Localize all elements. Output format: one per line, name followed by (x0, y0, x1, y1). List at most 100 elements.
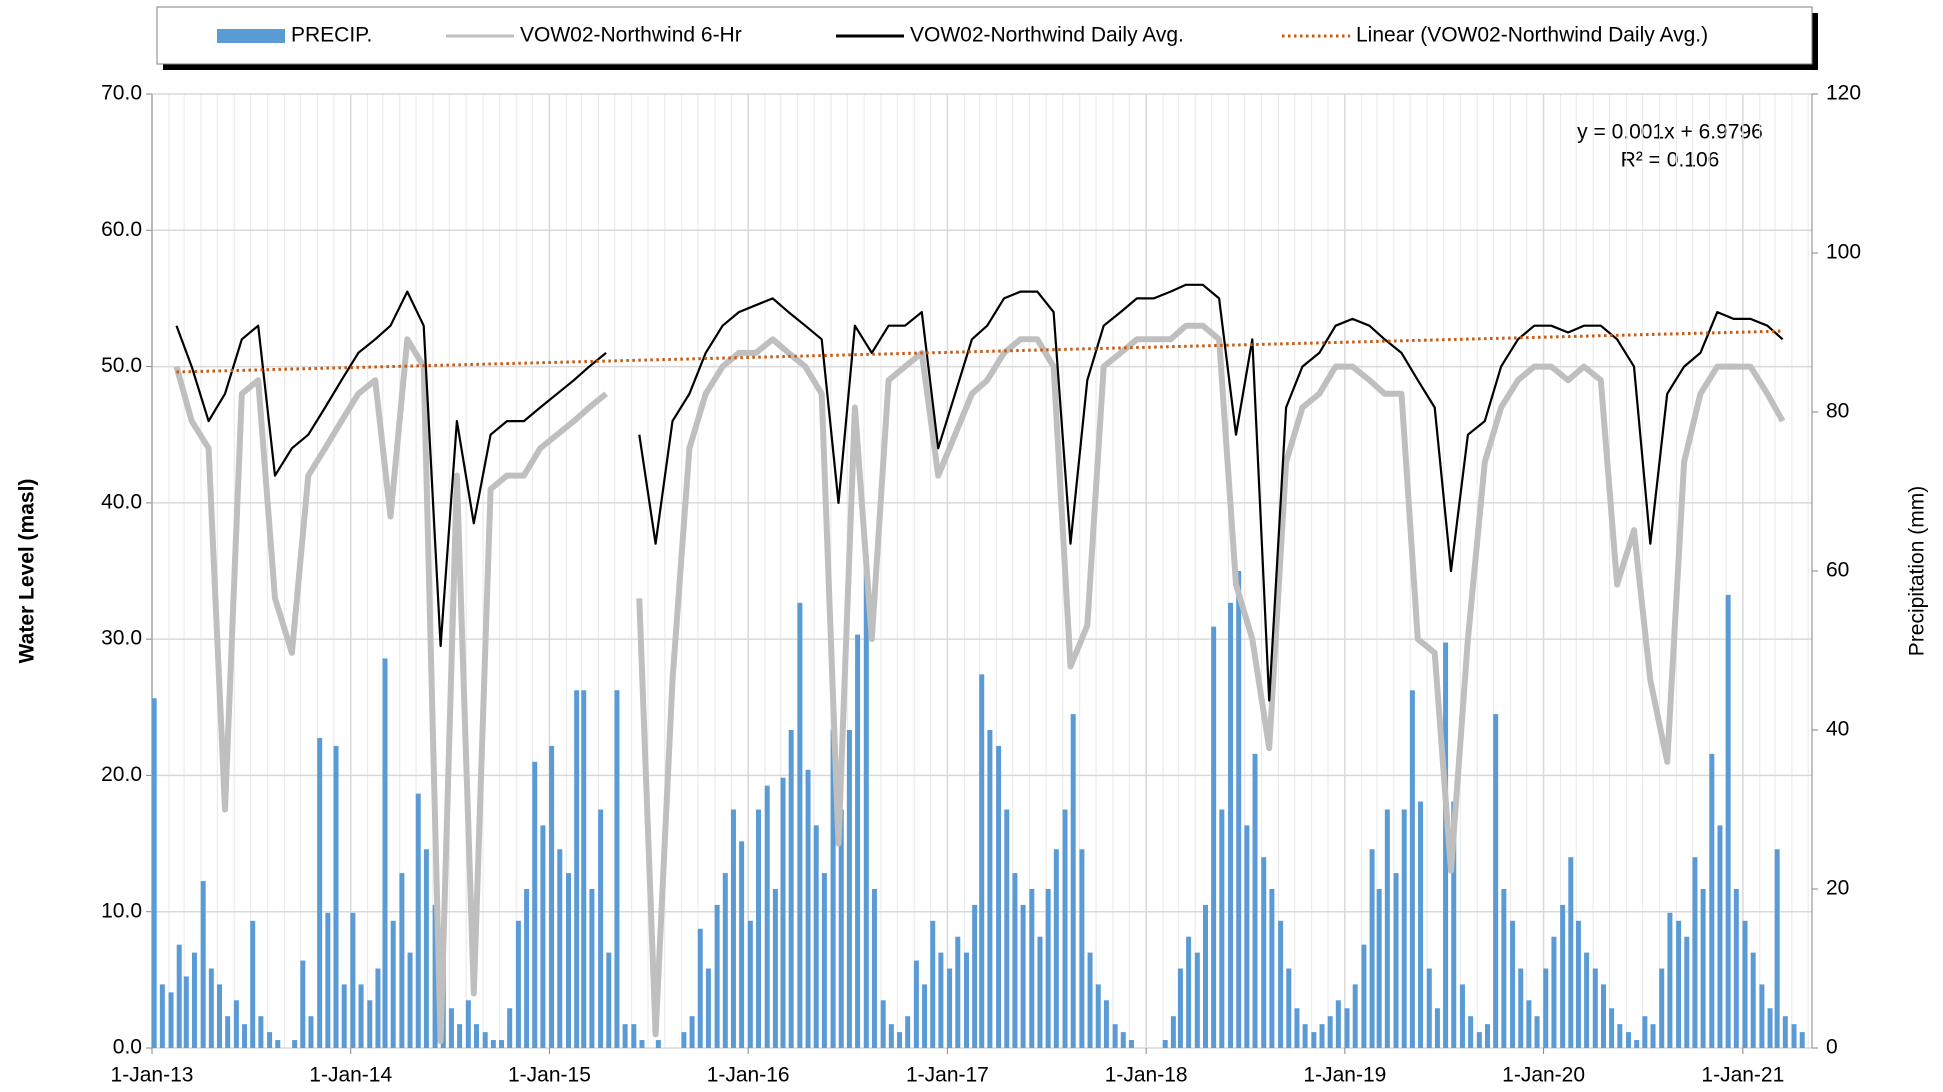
precip-bar (1278, 920, 1284, 1048)
trend-equation: y = 0.001x + 6.9796 (1577, 121, 1763, 144)
y2-tick-label: 80 (1826, 400, 1849, 423)
precip-bar (1393, 873, 1399, 1048)
precip-bar (1252, 753, 1258, 1048)
precip-bar (1733, 889, 1739, 1048)
precip-bar (1575, 920, 1581, 1048)
precip-bar (1261, 857, 1267, 1048)
precip-bar (1211, 626, 1217, 1048)
precip-bar (930, 920, 936, 1048)
precip-bar (1493, 714, 1499, 1048)
precip-bar (1518, 968, 1524, 1048)
precip-bar (764, 785, 770, 1048)
precip-bar (183, 976, 189, 1048)
precip-bar (1568, 857, 1574, 1048)
precip-bar (1626, 1032, 1632, 1048)
legend-label: VOW02-Northwind Daily Avg. (910, 24, 1184, 47)
precip-bar (1045, 889, 1051, 1048)
precip-bar (1659, 968, 1665, 1048)
precip-bar (922, 984, 928, 1048)
y2-tick-label: 60 (1826, 559, 1849, 582)
precip-bar (987, 730, 993, 1048)
y2-tick-label: 120 (1826, 82, 1861, 105)
precip-bar (159, 984, 165, 1048)
precip-bar (515, 920, 521, 1048)
precip-bar (1029, 889, 1035, 1048)
precip-bar (1401, 809, 1407, 1048)
precip-bar (1087, 952, 1093, 1048)
precip-bar (258, 1016, 264, 1048)
precip-bar (250, 920, 256, 1048)
precip-bar (705, 968, 711, 1048)
precip-bar (390, 920, 396, 1048)
precip-bar (963, 952, 969, 1048)
precip-bar (1434, 1008, 1440, 1048)
y2-tick-label: 20 (1826, 877, 1849, 900)
precip-bar (490, 1040, 496, 1048)
precip-bar (589, 889, 595, 1048)
precip-bar (1004, 809, 1010, 1048)
precip-bar (689, 1016, 695, 1048)
trend-line (176, 329, 1783, 374)
y-tick-label: 60.0 (101, 218, 142, 241)
precip-bar (1327, 1016, 1333, 1048)
precip-bar (1376, 889, 1382, 1048)
precip-bar (225, 1016, 231, 1048)
precip-bar (1070, 714, 1076, 1048)
precip-bar (681, 1032, 687, 1048)
precip-bar (598, 809, 604, 1048)
precip-bar (639, 1040, 645, 1048)
precip-bar (772, 889, 778, 1048)
precip-bar (565, 873, 571, 1048)
x-tick-label: 1-Jan-15 (508, 1064, 591, 1087)
precip-bar (1294, 1008, 1300, 1048)
precip-bar (756, 809, 762, 1048)
precip-bar (1162, 1040, 1168, 1048)
precip-bar (1286, 968, 1292, 1048)
precip-bar (333, 745, 339, 1048)
precip-bar (267, 1032, 273, 1048)
precip-bar (1667, 912, 1673, 1048)
precip-bar (1418, 801, 1424, 1048)
precip-bar (407, 952, 413, 1048)
precip-bar (838, 809, 844, 1048)
precip-bar (1269, 889, 1275, 1048)
precip-bar (1344, 1008, 1350, 1048)
precip-bar (739, 841, 745, 1048)
precip-bar (375, 968, 381, 1048)
precip-bar (1782, 1016, 1788, 1048)
legend-label: Linear (VOW02-Northwind Daily Avg.) (1356, 24, 1708, 47)
y-tick-label: 0.0 (113, 1036, 142, 1059)
precip-bar (606, 952, 612, 1048)
precip-bar (1634, 1040, 1640, 1048)
precip-bar (1194, 952, 1200, 1048)
precip-bar (308, 1016, 314, 1048)
precip-bar (1062, 809, 1068, 1048)
y-tick-label: 70.0 (101, 82, 142, 105)
legend-label: PRECIP. (291, 24, 372, 47)
precip-bar (415, 793, 421, 1048)
precip-bar (275, 1040, 281, 1048)
precip-bar (1592, 968, 1598, 1048)
precip-bar (507, 1008, 513, 1048)
precip-bar (714, 904, 720, 1048)
precip-bar (1742, 920, 1748, 1048)
precip-bar (1526, 1000, 1532, 1048)
series-line (175, 283, 1784, 702)
precip-bar (697, 928, 703, 1048)
precip-bar (972, 904, 978, 1048)
precip-bar (217, 984, 223, 1048)
precip-bar (830, 730, 836, 1048)
precip-bar (1476, 1032, 1482, 1048)
y2-tick-label: 100 (1826, 241, 1861, 264)
precip-bar (1426, 968, 1432, 1048)
precip-bar (382, 658, 388, 1048)
series-line (173, 322, 1786, 1045)
precip-bar (1759, 984, 1765, 1048)
precip-bar (1384, 809, 1390, 1048)
precip-bar (1228, 602, 1234, 1048)
y-tick-label: 50.0 (101, 354, 142, 377)
y-tick-label: 40.0 (101, 490, 142, 513)
precip-bar (996, 745, 1002, 1048)
precip-bar (888, 1024, 894, 1048)
precip-bar (581, 690, 587, 1048)
